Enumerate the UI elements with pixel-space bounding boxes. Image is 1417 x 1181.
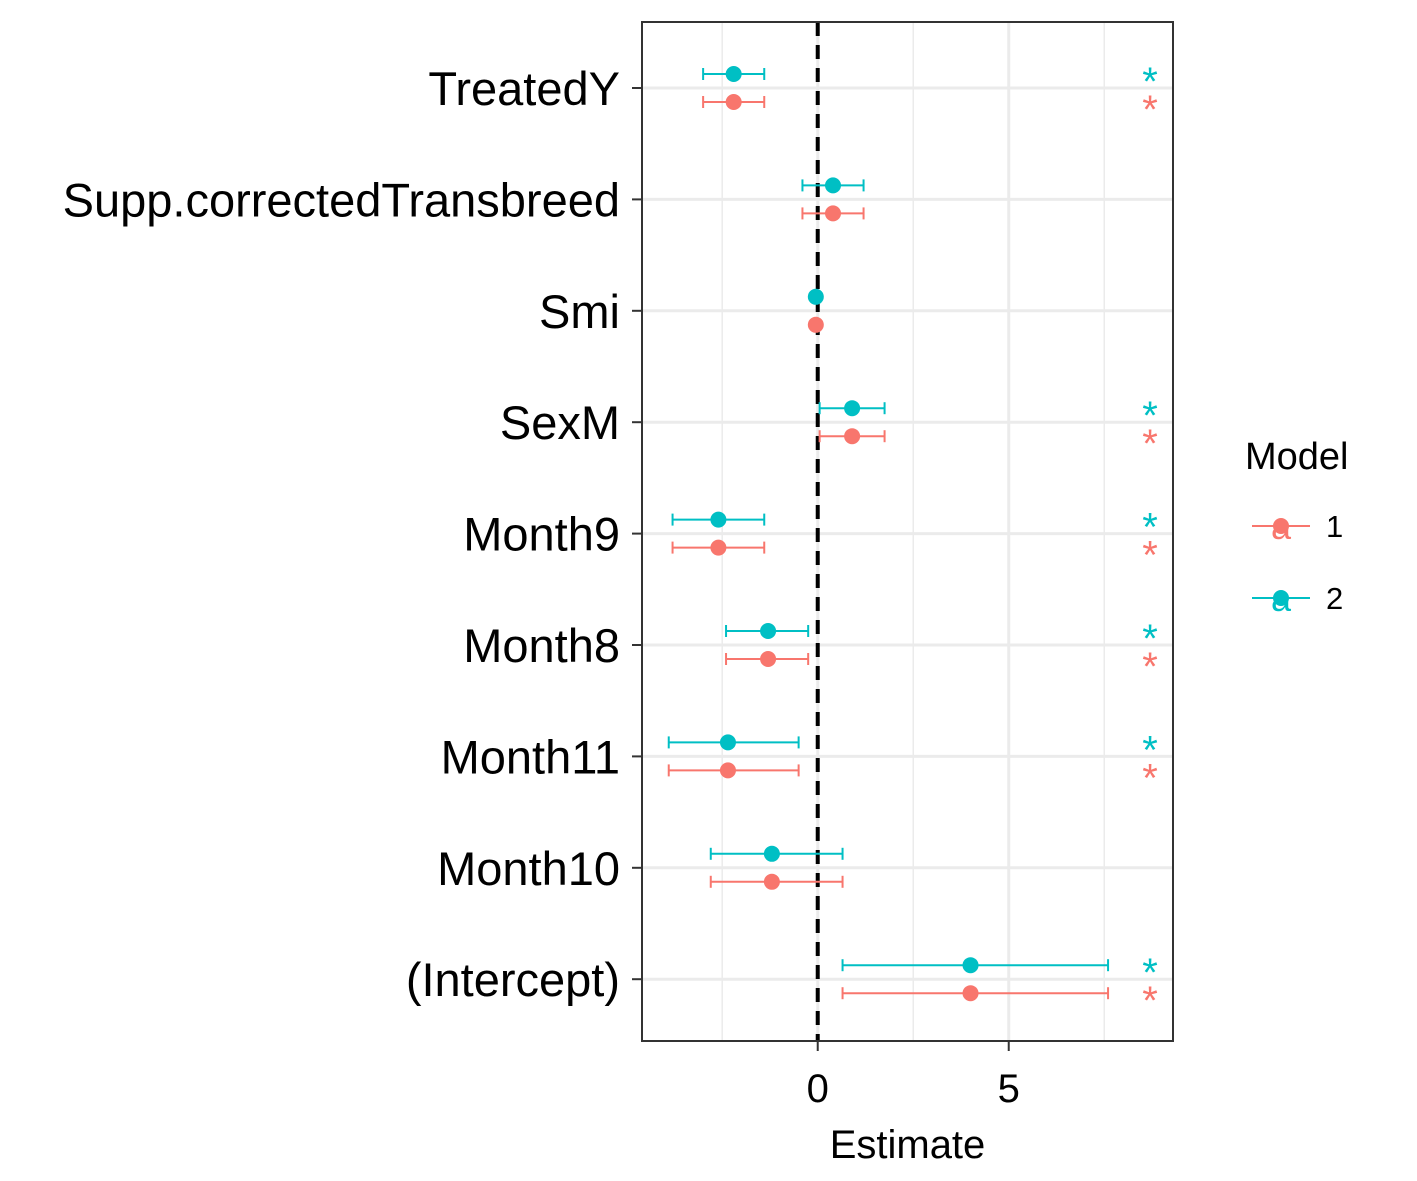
y-tick-label: Month8	[463, 619, 620, 672]
y-tick-label: Month11	[441, 730, 620, 783]
significance-star: *	[1142, 422, 1158, 466]
x-tick-label: 0	[807, 1067, 829, 1111]
point-series-2	[844, 400, 861, 417]
point-series-2	[760, 623, 777, 639]
significance-star: *	[1142, 728, 1158, 772]
data-marks: ************	[667, 60, 1158, 1023]
point-series-1	[763, 873, 780, 890]
significance-star: *	[1142, 951, 1158, 995]
point-series-2	[725, 66, 742, 82]
panel-border	[641, 21, 1174, 1042]
point-series-2	[710, 511, 727, 528]
point-series-1	[719, 762, 736, 779]
y-tick-label: Supp.correctedTransbreed	[63, 173, 620, 226]
significance-star: *	[1142, 617, 1158, 661]
x-axis-title: Estimate	[830, 1123, 986, 1167]
significance-star: *	[1142, 506, 1158, 550]
significance-star: *	[1142, 394, 1158, 438]
legend-key-glyph: a	[1271, 578, 1292, 619]
legend-entry-label: 1	[1326, 509, 1343, 544]
legend: Model a 1a 2	[1245, 436, 1349, 619]
legend-key-point	[1273, 518, 1289, 534]
significance-star: *	[1142, 534, 1158, 578]
point-series-1	[710, 539, 727, 556]
y-tick-label: SexM	[500, 396, 620, 449]
point-series-2	[807, 288, 824, 305]
y-tick-label: Month9	[463, 508, 620, 561]
significance-star: *	[1142, 60, 1158, 104]
y-tick-label: TreatedY	[428, 62, 620, 115]
point-series-1	[760, 651, 777, 667]
significance-star: *	[1142, 645, 1158, 689]
point-series-2	[825, 177, 842, 194]
legend-key-point	[1273, 590, 1289, 606]
significance-star: *	[1142, 88, 1158, 132]
y-tick-label: Smi	[539, 285, 620, 338]
y-tick-label: (Intercept)	[406, 953, 620, 1006]
point-series-1	[962, 985, 979, 1002]
gridlines	[642, 22, 1173, 1041]
y-tick-label: Month10	[437, 842, 620, 895]
point-series-1	[844, 428, 861, 445]
point-series-1	[825, 205, 842, 222]
y-axis: TreatedY Supp.correctedTransbreed Smi SexM M…	[63, 62, 642, 1006]
x-tick-label: 5	[998, 1067, 1020, 1111]
point-series-2	[763, 845, 780, 862]
legend-entry-label: 2	[1326, 581, 1343, 616]
legend-title: Model	[1245, 436, 1349, 478]
point-series-2	[962, 957, 979, 974]
point-series-2	[719, 734, 736, 751]
significance-star: *	[1142, 979, 1158, 1023]
point-series-1	[807, 316, 824, 333]
legend-key-glyph: a	[1271, 506, 1292, 547]
point-series-1	[725, 94, 742, 110]
significance-star: *	[1142, 756, 1158, 800]
